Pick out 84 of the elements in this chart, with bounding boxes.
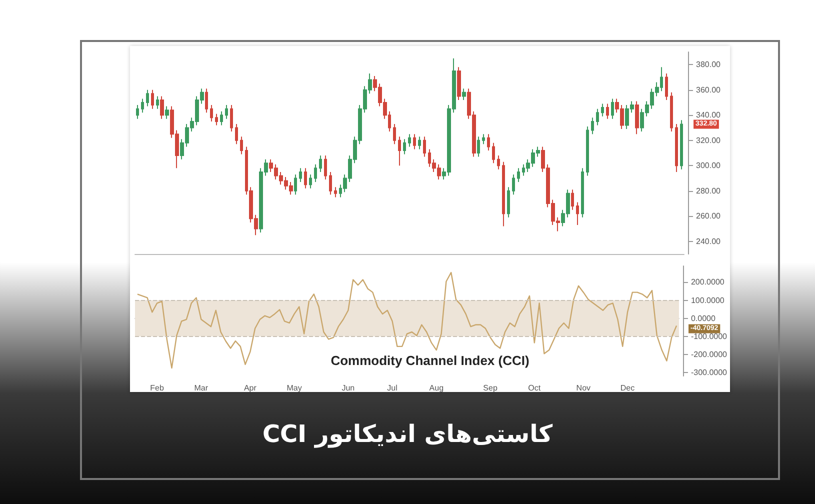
candlestick xyxy=(576,202,579,226)
candlestick xyxy=(601,103,604,117)
candlestick xyxy=(294,174,297,196)
candlestick xyxy=(160,96,164,120)
candlestick xyxy=(596,108,599,126)
candlestick xyxy=(408,134,411,148)
candlestick xyxy=(329,171,332,196)
x-tick-label: Aug xyxy=(429,384,444,392)
y-tick-label: 260.00 xyxy=(696,212,722,221)
x-tick-label: Nov xyxy=(576,384,591,392)
candlestick xyxy=(215,113,218,126)
y-tick-label: 0.0000 xyxy=(690,314,716,323)
candlestick xyxy=(403,138,406,155)
candlestick xyxy=(482,134,485,145)
candlestick xyxy=(477,136,480,158)
candlestick xyxy=(141,98,144,114)
y-tick-label: 200.0000 xyxy=(690,278,725,287)
y-tick-label: 340.00 xyxy=(696,110,722,120)
candlestick xyxy=(517,168,520,183)
x-tick-label: Dec xyxy=(620,384,635,392)
candlestick xyxy=(423,136,426,158)
candlestick xyxy=(205,88,208,114)
candlestick xyxy=(146,89,149,107)
candlestick xyxy=(299,168,302,183)
y-tick-label: -100.0000 xyxy=(690,332,728,341)
y-tick-label: 300.00 xyxy=(696,161,722,170)
y-tick-label: 360.00 xyxy=(696,85,722,94)
candlestick xyxy=(230,104,233,132)
candlestick xyxy=(136,104,139,120)
candlestick xyxy=(324,155,327,180)
candlestick xyxy=(309,174,312,189)
candlestick xyxy=(591,117,594,135)
candlestick xyxy=(635,100,639,135)
candlestick xyxy=(457,66,461,100)
y-tick-label: 380.00 xyxy=(696,60,722,70)
y-tick-label: 280.00 xyxy=(696,186,722,196)
candlestick xyxy=(665,72,668,100)
candlestick xyxy=(156,96,159,110)
candlestick xyxy=(240,136,243,155)
candlestick xyxy=(502,161,505,227)
candlestick xyxy=(235,123,238,145)
candlestick xyxy=(418,136,421,150)
candlestick xyxy=(680,120,683,170)
x-tick-label: Feb xyxy=(150,384,164,392)
candlestick xyxy=(611,98,614,120)
candlestick xyxy=(210,104,213,122)
x-tick-label: Apr xyxy=(244,384,257,392)
text: کاستی‌های اندیکاتور CCI xyxy=(261,420,554,448)
x-tick-label: May xyxy=(286,384,302,392)
candlestick xyxy=(581,168,584,218)
x-tick-label: Sep xyxy=(483,384,498,392)
y-tick-label: 240.00 xyxy=(696,236,722,246)
candlestick xyxy=(314,164,317,183)
candlestick xyxy=(670,92,673,132)
text: Commodity Channel Index (CCI) xyxy=(330,353,530,368)
candlestick xyxy=(487,134,490,151)
candlestick xyxy=(334,186,337,198)
candlestick xyxy=(507,186,510,218)
y-tick-label: -200.0000 xyxy=(690,350,728,359)
y-tick-label: -300.0000 xyxy=(690,368,728,377)
x-tick-label: Oct xyxy=(528,384,542,392)
candlestick xyxy=(606,103,609,120)
candlestick xyxy=(512,174,515,196)
candlestick xyxy=(225,104,228,120)
candlestick xyxy=(398,136,401,166)
candlestick xyxy=(413,134,416,150)
candlestick xyxy=(165,106,169,120)
y-tick-label: 320.00 xyxy=(696,136,722,145)
candlestick xyxy=(586,126,589,176)
candlestick xyxy=(151,89,154,110)
x-tick-label: Jun xyxy=(342,384,355,392)
candlestick xyxy=(319,155,322,172)
x-tick-label: Jul xyxy=(387,384,398,392)
candlestick xyxy=(304,168,307,189)
y-tick-label: 100.0000 xyxy=(690,296,725,305)
candlestick xyxy=(497,155,500,170)
candlestick xyxy=(492,142,495,164)
line-series xyxy=(136,272,678,369)
x-tick-label: Mar xyxy=(194,384,208,392)
candlestick xyxy=(220,110,223,126)
candlestick xyxy=(462,88,466,100)
candlestick xyxy=(571,189,574,210)
candlestick xyxy=(675,123,678,172)
candlestick xyxy=(393,123,396,145)
